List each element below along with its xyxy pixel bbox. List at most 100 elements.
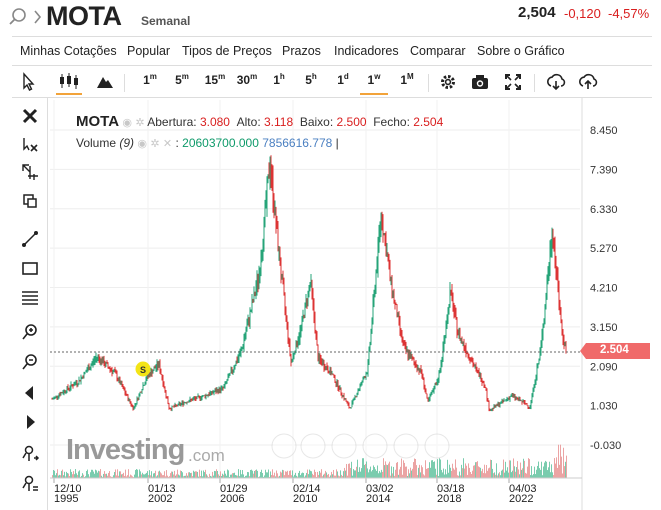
scroll-right-icon[interactable] [20, 412, 40, 432]
volume-bar [439, 458, 440, 478]
volume-bar [245, 475, 246, 478]
volume-bar [282, 469, 283, 478]
volume-bar [560, 444, 561, 478]
volume-bar [290, 470, 291, 478]
volume-bar [288, 474, 289, 478]
trendline-icon[interactable] [20, 229, 40, 249]
volume-bar [119, 471, 120, 478]
volume-bar [218, 474, 219, 478]
volume-bar [391, 466, 392, 478]
volume-bar [500, 475, 501, 478]
volume-bar [372, 470, 373, 478]
menu-price-types[interactable]: Tipos de Preços [182, 44, 272, 58]
menu-compare[interactable]: Comparar [410, 44, 466, 58]
volume-bar [348, 463, 349, 478]
zoom-in-icon[interactable] [20, 322, 40, 342]
layers-icon[interactable] [20, 191, 40, 211]
volume-bar [298, 472, 299, 478]
interval-15m[interactable]: 15m [204, 72, 226, 87]
mountain-icon[interactable] [96, 72, 114, 92]
volume-bar [497, 475, 498, 478]
volume-bar [441, 469, 442, 478]
volume-bar [370, 466, 371, 478]
remove-drawings-icon[interactable] [20, 134, 40, 154]
interval-1M[interactable]: 1M [400, 72, 414, 87]
rectangle-icon[interactable] [20, 258, 40, 278]
event-marker[interactable]: S [135, 361, 151, 377]
camera-icon[interactable] [470, 72, 490, 92]
settings-icon[interactable]: ✲ [150, 138, 160, 150]
volume-bar [167, 475, 168, 478]
volume-bar [212, 471, 213, 478]
eye-icon[interactable]: ◉ [122, 117, 132, 129]
magnet-icon[interactable] [20, 444, 40, 464]
eye-icon[interactable]: ◉ [137, 138, 147, 150]
interval-5m[interactable]: 5m [175, 72, 189, 87]
volume-bar [235, 475, 236, 478]
volume-bar [431, 460, 432, 478]
volume-bar [259, 476, 260, 478]
interval-1m[interactable]: 1m [143, 72, 157, 87]
close-icon[interactable]: ✕ [162, 138, 173, 150]
interval-1w[interactable]: 1w [360, 72, 388, 95]
menu-indicators[interactable]: Indicadores [334, 44, 399, 58]
menu-about-chart[interactable]: Sobre o Gráfico [477, 44, 565, 58]
chart-grid [50, 100, 580, 478]
close-icon[interactable] [20, 106, 40, 126]
candlestick-chart-button[interactable] [56, 72, 82, 95]
volume-bar [182, 472, 183, 478]
interval-5h[interactable]: 5h [305, 72, 317, 87]
volume-bar [319, 471, 320, 478]
navigation-buttons[interactable] [271, 433, 450, 459]
price-change: -0,120 [564, 6, 601, 21]
gear-icon[interactable] [439, 72, 457, 92]
volume-bar [178, 474, 179, 478]
interval-1d[interactable]: 1d [337, 72, 349, 87]
volume-bar [409, 473, 410, 478]
menu-popular[interactable]: Popular [127, 44, 171, 58]
search-icon[interactable] [8, 7, 28, 27]
volume-bar [525, 472, 526, 478]
volume-bar [552, 472, 553, 478]
menu-periods[interactable]: Prazos [282, 44, 321, 58]
nav-button [300, 433, 326, 459]
volume-bar [445, 469, 446, 478]
volume-bar [183, 476, 184, 478]
volume-bar [284, 475, 285, 478]
settings-drawing-icon[interactable] [20, 474, 40, 494]
x-tick-label: 12/10 [54, 483, 82, 495]
volume-bar [83, 474, 84, 478]
volume-bar [553, 475, 554, 478]
volume-bar [504, 472, 505, 478]
fullscreen-icon[interactable] [504, 72, 522, 92]
download-icon[interactable] [546, 72, 566, 92]
upload-icon[interactable] [578, 72, 598, 92]
volume-bar [252, 470, 253, 478]
volume-bar [188, 472, 189, 478]
interval-30m[interactable]: 30m [236, 72, 258, 87]
crosshair-icon[interactable] [20, 162, 40, 182]
interval-1h[interactable]: 1h [273, 72, 285, 87]
volume-bar [339, 476, 340, 478]
volume-bar [483, 473, 484, 478]
nav-button [331, 433, 357, 459]
zoom-out-icon[interactable] [20, 352, 40, 372]
settings-icon[interactable]: ✲ [135, 117, 145, 129]
menu-my-quotes[interactable]: Minhas Cotações [20, 44, 117, 58]
volume-bar [53, 469, 54, 478]
chart-header: MOTA Semanal 2,504 -0,120 -4,57% [0, 0, 661, 36]
volume-bar [484, 464, 485, 478]
chevron-down-icon[interactable] [33, 7, 43, 27]
cursor-icon[interactable] [20, 72, 36, 92]
fibonacci-icon[interactable] [20, 288, 40, 308]
volume-bar [540, 469, 541, 478]
scroll-left-icon[interactable] [20, 383, 40, 403]
y-tick-label: 3.150 [590, 322, 618, 334]
volume-bar [186, 473, 187, 478]
volume-bar [109, 471, 110, 478]
volume-bar [159, 470, 160, 478]
volume-bar [128, 469, 129, 478]
volume-bar [388, 463, 389, 478]
volume-bar [199, 469, 200, 478]
